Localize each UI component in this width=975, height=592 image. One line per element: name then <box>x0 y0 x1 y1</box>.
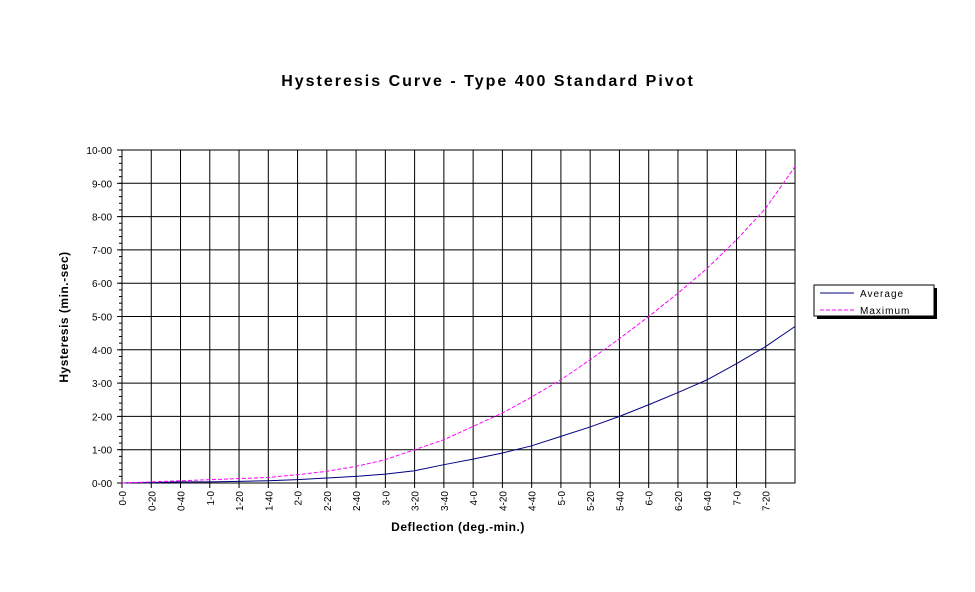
x-tick-label: 7-0 <box>732 491 743 506</box>
y-tick-label: 3-00 <box>92 379 112 390</box>
x-tick-label: 6-0 <box>645 491 656 506</box>
x-tick-label: 1-40 <box>264 491 275 511</box>
x-tick-label: 0-40 <box>177 491 188 511</box>
x-tick-label: 3-20 <box>411 491 422 511</box>
x-tick-label: 4-0 <box>469 491 480 506</box>
x-tick-label: 6-40 <box>703 491 714 511</box>
y-tick-label: 8-00 <box>92 213 112 224</box>
x-tick-label: 1-20 <box>235 491 246 511</box>
x-tick-label: 0-20 <box>147 491 158 511</box>
y-tick-label: 10-00 <box>86 146 112 157</box>
x-tick-label: 1-0 <box>206 491 217 506</box>
x-tick-label: 5-20 <box>586 491 597 511</box>
x-tick-label: 5-0 <box>557 491 568 506</box>
line-series <box>121 166 796 484</box>
x-tick-label: 3-40 <box>440 491 451 511</box>
y-tick-label: 0-00 <box>92 479 112 490</box>
y-tick-label: 4-00 <box>92 346 112 357</box>
x-tick-label: 6-20 <box>674 491 685 511</box>
y-tick-label: 1-00 <box>92 446 112 457</box>
x-axis-title: Deflection (deg.-min.) <box>391 520 525 534</box>
plot-border <box>121 149 796 484</box>
x-tick-label: 4-20 <box>498 491 509 511</box>
x-tick-label: 5-40 <box>615 491 626 511</box>
x-tick-label: 7-20 <box>762 491 773 511</box>
x-tick-label: 4-40 <box>528 491 539 511</box>
x-tick-label: 2-40 <box>352 491 363 511</box>
y-tick-label: 2-00 <box>92 412 112 423</box>
x-tick-label: 0-0 <box>118 491 129 506</box>
line-series <box>121 326 796 484</box>
y-tick-label: 9-00 <box>92 179 112 190</box>
y-axis-title: Hysteresis (min.-sec) <box>57 251 71 382</box>
y-tick-label: 6-00 <box>92 279 112 290</box>
legend-label: Maximum <box>860 306 910 317</box>
legend-box <box>813 284 935 317</box>
x-tick-label: 2-20 <box>323 491 334 511</box>
y-tick-label: 5-00 <box>92 313 112 324</box>
y-tick-label: 7-00 <box>92 246 112 257</box>
legend-label: Average <box>860 289 904 300</box>
chart-title: Hysteresis Curve - Type 400 Standard Piv… <box>281 73 695 90</box>
x-tick-label: 3-0 <box>381 491 392 506</box>
x-tick-label: 2-0 <box>294 491 305 506</box>
